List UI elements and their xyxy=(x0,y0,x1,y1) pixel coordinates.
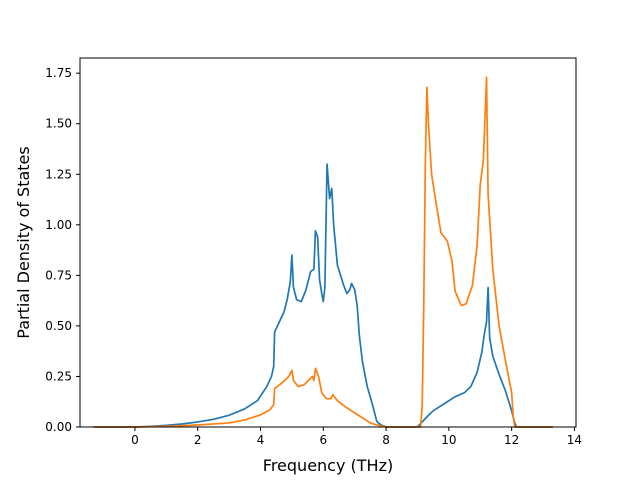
y-tick-label: 1.25 xyxy=(45,167,72,181)
y-tick-label: 0.00 xyxy=(45,420,72,434)
x-tick-label: 8 xyxy=(382,433,390,447)
y-axis-label: Partial Density of States xyxy=(14,146,33,338)
y-tick-label: 1.75 xyxy=(45,66,72,80)
series-layer xyxy=(93,76,554,428)
x-tick-label: 6 xyxy=(319,433,327,447)
series-line-2 xyxy=(93,76,554,428)
x-tick-label: 14 xyxy=(567,433,582,447)
x-tick-label: 12 xyxy=(504,433,519,447)
x-tick-label: 10 xyxy=(441,433,456,447)
y-tick-label: 0.75 xyxy=(45,268,72,282)
y-tick-label: 0.50 xyxy=(45,319,72,333)
y-tick-label: 1.00 xyxy=(45,218,72,232)
x-ticks: 0 2 4 6 8 10 12 14 xyxy=(131,427,582,447)
y-tick-label: 0.25 xyxy=(45,369,72,383)
x-tick-label: 2 xyxy=(194,433,202,447)
x-axis-label: Frequency (THz) xyxy=(263,456,393,475)
series-line-1 xyxy=(93,163,554,428)
y-ticks: 0.00 0.25 0.50 0.75 1.00 1.25 1.50 1.75 xyxy=(45,66,80,434)
x-tick-label: 0 xyxy=(131,433,139,447)
plot-frame xyxy=(79,57,577,428)
y-tick-label: 1.50 xyxy=(45,117,72,131)
x-tick-label: 4 xyxy=(257,433,265,447)
